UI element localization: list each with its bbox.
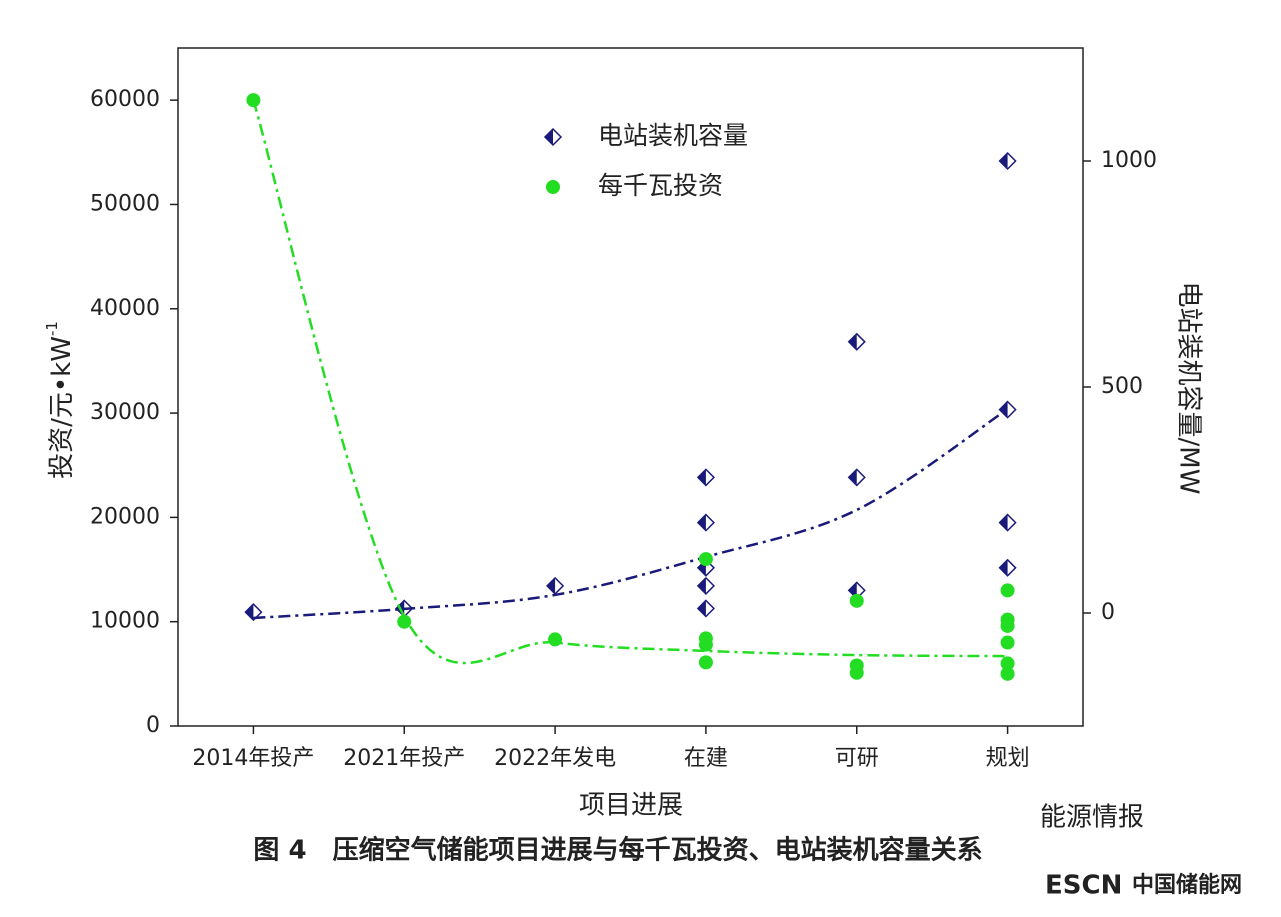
- point: [847, 332, 866, 351]
- y-label-main: 投资/元•kW: [47, 336, 77, 479]
- legend-label: 电站装机容量: [598, 121, 748, 150]
- point: [546, 576, 565, 595]
- y-tick-label: 60000: [90, 87, 160, 112]
- x-tick-label: 2022年发电: [494, 746, 616, 771]
- point-fill: [848, 333, 857, 350]
- y2-tick-label: 1000: [1101, 148, 1157, 173]
- point: [546, 180, 560, 194]
- point: [698, 552, 713, 567]
- point-outline: [696, 599, 715, 618]
- caption: 图 4 压缩空气储能项目进展与每千瓦投资、电站装机容量关系: [253, 835, 982, 866]
- point: [696, 513, 715, 532]
- point-fill: [545, 129, 553, 145]
- point: [696, 468, 715, 487]
- point-outline: [244, 603, 263, 622]
- y-tick-label: 10000: [90, 609, 160, 634]
- point: [998, 558, 1017, 577]
- point-outline: [696, 468, 715, 487]
- point-fill: [848, 469, 857, 486]
- point: [1000, 656, 1015, 671]
- x-tick-label: 可研: [835, 746, 879, 771]
- y-tick-label: 30000: [90, 400, 160, 425]
- point: [244, 603, 263, 622]
- point: [998, 151, 1017, 171]
- point: [998, 400, 1017, 419]
- point-fill: [999, 514, 1008, 531]
- point: [847, 468, 866, 487]
- x-tick-label: 在建: [684, 746, 728, 771]
- y-axis-label: 投资/元•kW-1: [43, 321, 77, 479]
- point-outline: [696, 513, 715, 532]
- y2-axis-label: 电站装机容量/MW: [1174, 282, 1204, 495]
- point-outline: [546, 576, 565, 595]
- point: [548, 632, 563, 647]
- point: [698, 637, 713, 652]
- y-tick-label: 0: [146, 713, 160, 738]
- point: [543, 127, 563, 147]
- point-outline: [696, 558, 715, 577]
- point: [696, 576, 715, 595]
- x-tick-label: 2014年投产: [192, 746, 314, 771]
- point-fill: [697, 600, 706, 617]
- point-fill: [547, 577, 556, 594]
- point-fill: [999, 559, 1008, 576]
- y-tick-label: 20000: [90, 504, 160, 529]
- point: [849, 665, 864, 680]
- point-fill: [697, 577, 706, 594]
- y2-tick-label: 500: [1101, 374, 1143, 399]
- legend-label: 每千瓦投资: [598, 171, 723, 200]
- point: [696, 599, 715, 618]
- x-axis-label: 项目进展: [579, 791, 683, 821]
- point: [246, 93, 261, 108]
- point: [1000, 666, 1015, 681]
- point-outline: [998, 558, 1017, 577]
- point: [397, 614, 412, 629]
- point: [1000, 618, 1015, 633]
- watermark: 能源情报: [1040, 803, 1144, 833]
- y-label-sup: -1: [43, 321, 61, 336]
- logo-text: 中国储能网: [1132, 872, 1242, 898]
- point-fill: [697, 469, 706, 486]
- point: [849, 593, 864, 608]
- point: [698, 655, 713, 670]
- x-tick-label: 2021年投产: [343, 746, 465, 771]
- point-outline: [543, 127, 563, 147]
- y-axis-label-text: 投资/元•kW-1: [43, 321, 77, 479]
- point: [1000, 635, 1015, 650]
- trend-line: [253, 408, 1009, 620]
- point-outline: [998, 151, 1017, 171]
- x-tick-label: 规划: [986, 746, 1030, 771]
- point-outline: [998, 513, 1017, 532]
- point-fill: [999, 153, 1008, 169]
- point: [998, 513, 1017, 532]
- point: [1000, 583, 1015, 598]
- y-tick-label: 50000: [90, 191, 160, 216]
- point-outline: [696, 576, 715, 595]
- point-fill: [697, 514, 706, 531]
- point-fill: [245, 604, 254, 621]
- point-outline: [998, 400, 1017, 419]
- logo-prefix: ESCN: [1045, 871, 1122, 901]
- point-outline: [847, 468, 866, 487]
- y-tick-label: 40000: [90, 296, 160, 321]
- point-fill: [999, 401, 1008, 418]
- point-outline: [847, 332, 866, 351]
- y2-tick-label: 0: [1101, 600, 1115, 625]
